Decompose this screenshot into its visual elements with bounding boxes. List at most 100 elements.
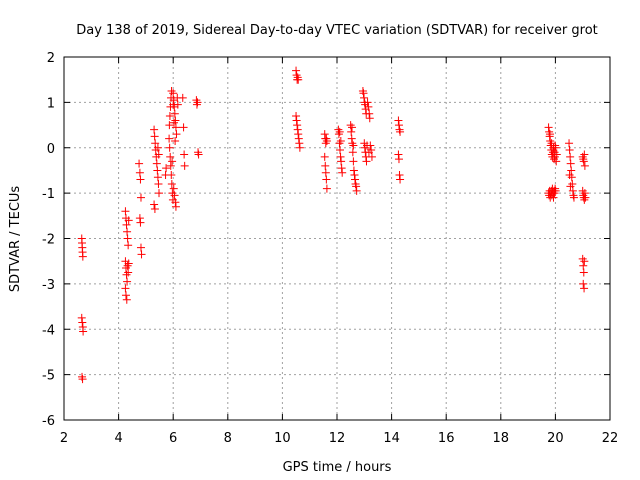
- data-point: [169, 89, 178, 98]
- data-point: [322, 136, 331, 145]
- y-axis-tick-labels: -6 -5 -4 -3 -2 -1 0 1 2: [42, 51, 55, 429]
- data-point: [362, 157, 371, 166]
- data-point: [336, 152, 345, 161]
- x-axis-tick-labels: 2 4 6 8 10 12 14 16 18 20 22: [60, 431, 618, 446]
- data-point: [551, 186, 560, 195]
- data-point: [569, 193, 578, 202]
- y-tick-label: 0: [47, 142, 55, 157]
- x-tick-label: 2: [60, 431, 68, 446]
- data-point: [347, 127, 356, 136]
- data-point: [292, 111, 301, 120]
- data-points: [77, 66, 590, 384]
- data-point: [180, 161, 189, 170]
- data-point: [566, 182, 575, 191]
- data-point: [580, 161, 589, 170]
- data-point: [363, 141, 372, 150]
- data-point: [348, 123, 357, 132]
- data-point: [121, 284, 130, 293]
- data-point: [545, 130, 554, 139]
- data-point: [294, 75, 303, 84]
- y-tick-label: 2: [47, 51, 55, 66]
- x-tick-label: 8: [224, 431, 232, 446]
- data-point: [549, 146, 558, 155]
- data-point: [396, 175, 405, 184]
- y-tick-label: -1: [42, 187, 55, 202]
- data-point: [162, 164, 171, 173]
- data-point: [165, 134, 174, 143]
- data-point: [136, 175, 145, 184]
- data-point: [550, 152, 559, 161]
- axis-ticks: [63, 56, 611, 421]
- data-point: [547, 139, 556, 148]
- data-point: [167, 180, 176, 189]
- data-point: [135, 214, 144, 223]
- data-point: [549, 193, 558, 202]
- data-point: [153, 166, 162, 175]
- data-point: [322, 184, 331, 193]
- data-point: [351, 175, 360, 184]
- chart-title: Day 138 of 2019, Sidereal Day-to-day VTE…: [76, 23, 598, 38]
- y-axis-title: SDTVAR / TECUs: [8, 186, 23, 293]
- data-point: [322, 175, 331, 184]
- data-point: [171, 136, 180, 145]
- data-point: [396, 127, 405, 136]
- data-point: [169, 184, 178, 193]
- data-point: [580, 284, 589, 293]
- y-tick-label: -3: [42, 278, 55, 293]
- data-point: [566, 152, 575, 161]
- data-point: [394, 150, 403, 159]
- data-point: [121, 291, 130, 300]
- data-point: [151, 139, 160, 148]
- x-tick-label: 14: [383, 431, 400, 446]
- data-point: [292, 116, 301, 125]
- data-point: [165, 121, 174, 130]
- data-point: [568, 186, 577, 195]
- data-point: [336, 146, 345, 155]
- data-point: [579, 157, 588, 166]
- y-tick-label: 1: [47, 96, 55, 111]
- data-point: [165, 143, 174, 152]
- data-point: [352, 182, 361, 191]
- data-point: [123, 277, 132, 286]
- data-point: [78, 318, 87, 327]
- data-point: [153, 143, 162, 152]
- data-point: [320, 130, 329, 139]
- data-point: [179, 123, 188, 132]
- data-point: [580, 257, 589, 266]
- x-tick-label: 18: [493, 431, 510, 446]
- x-axis-title: GPS time / hours: [283, 460, 392, 475]
- data-point: [320, 152, 329, 161]
- x-tick-label: 6: [169, 431, 177, 446]
- data-point: [565, 146, 574, 155]
- data-point: [136, 193, 145, 202]
- data-point: [135, 159, 144, 168]
- data-point: [337, 164, 346, 173]
- data-point: [150, 200, 159, 209]
- data-point: [394, 116, 403, 125]
- data-point: [170, 191, 179, 200]
- data-point: [293, 125, 302, 134]
- data-point: [367, 152, 376, 161]
- data-point: [122, 220, 131, 229]
- data-point: [349, 166, 358, 175]
- data-point: [122, 295, 131, 304]
- data-point: [170, 109, 179, 118]
- data-point: [154, 180, 163, 189]
- data-point: [171, 198, 180, 207]
- data-point: [350, 170, 359, 179]
- data-point: [153, 173, 162, 182]
- data-point: [171, 202, 180, 211]
- data-point: [123, 227, 132, 236]
- data-point: [365, 114, 374, 123]
- y-tick-label: -6: [42, 414, 55, 429]
- data-point: [580, 189, 589, 198]
- data-point: [337, 157, 346, 166]
- data-point: [567, 166, 576, 175]
- data-point: [150, 132, 159, 141]
- data-point: [395, 170, 404, 179]
- data-point: [173, 100, 182, 109]
- data-point: [150, 125, 159, 134]
- data-point: [154, 150, 163, 159]
